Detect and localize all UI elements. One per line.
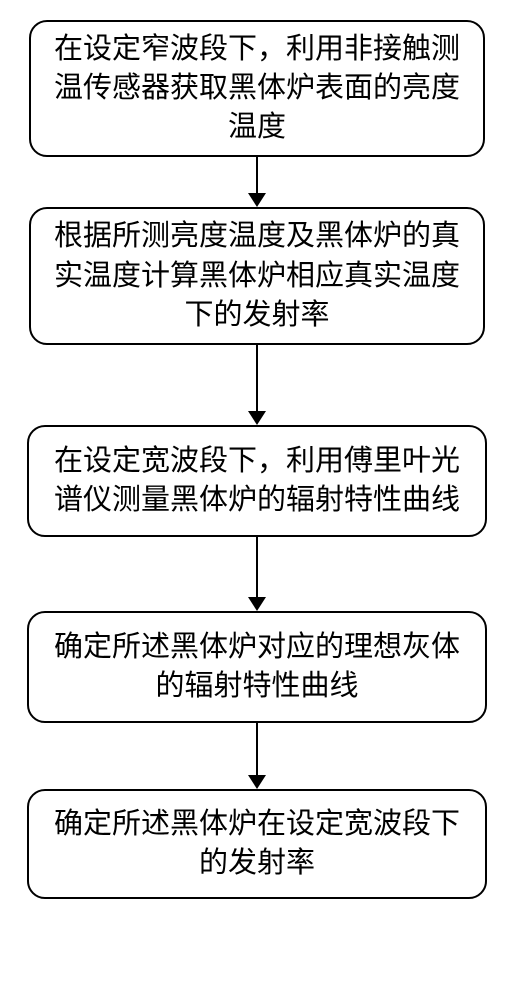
- flowchart-container: 在设定窄波段下，利用非接触测温传感器获取黑体炉表面的亮度温度根据所测亮度温度及黑…: [0, 0, 514, 899]
- flowchart-node-n4: 确定所述黑体炉对应的理想灰体的辐射特性曲线: [27, 611, 487, 723]
- flowchart-node-text: 确定所述黑体炉在设定宽波段下的发射率: [41, 805, 473, 883]
- flowchart-arrow: [248, 723, 266, 789]
- flowchart-node-text: 在设定宽波段下，利用傅里叶光谱仪测量黑体炉的辐射特性曲线: [41, 442, 473, 520]
- flowchart-arrow: [248, 537, 266, 611]
- flowchart-node-text: 确定所述黑体炉对应的理想灰体的辐射特性曲线: [41, 628, 473, 706]
- flowchart-node-n3: 在设定宽波段下，利用傅里叶光谱仪测量黑体炉的辐射特性曲线: [27, 425, 487, 537]
- flowchart-node-text: 根据所测亮度温度及黑体炉的真实温度计算黑体炉相应真实温度下的发射率: [41, 217, 473, 334]
- flowchart-arrow: [248, 345, 266, 425]
- flowchart-node-n1: 在设定窄波段下，利用非接触测温传感器获取黑体炉表面的亮度温度: [29, 20, 485, 157]
- flowchart-node-n2: 根据所测亮度温度及黑体炉的真实温度计算黑体炉相应真实温度下的发射率: [29, 207, 485, 344]
- flowchart-node-n5: 确定所述黑体炉在设定宽波段下的发射率: [27, 789, 487, 899]
- flowchart-arrow: [248, 157, 266, 207]
- flowchart-node-text: 在设定窄波段下，利用非接触测温传感器获取黑体炉表面的亮度温度: [41, 30, 473, 147]
